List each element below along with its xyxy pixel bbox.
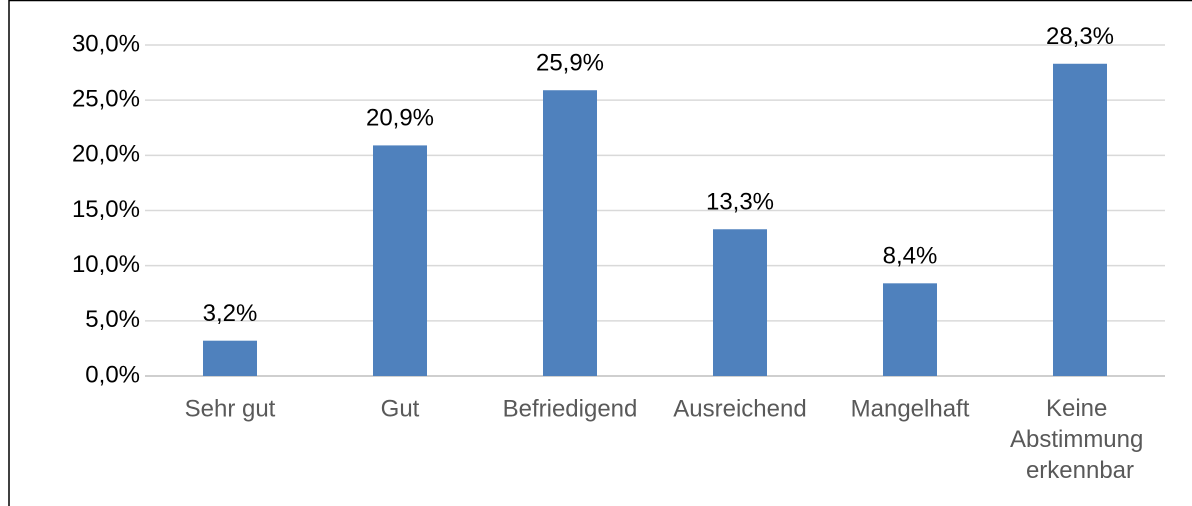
y-tick-label: 15,0% (72, 196, 140, 223)
y-tick-label: 25,0% (72, 86, 140, 113)
bar (203, 340, 257, 376)
data-label: 20,9% (366, 105, 434, 132)
x-tick-label: Gut (381, 395, 420, 422)
data-label: 28,3% (1046, 23, 1114, 50)
x-tick-label: Ausreichend (673, 395, 806, 422)
data-label: 3,2% (203, 300, 258, 327)
data-label: 8,4% (883, 243, 938, 270)
bar (1053, 63, 1107, 377)
y-tick-label: 20,0% (72, 141, 140, 168)
bar (713, 229, 767, 376)
data-label: 13,3% (706, 189, 774, 216)
x-tick-label: Mangelhaft (851, 395, 970, 422)
y-tick-label: 10,0% (72, 251, 140, 278)
y-tick-label: 30,0% (72, 30, 140, 57)
x-tick-label: Befriedigend (503, 395, 638, 422)
bar (373, 145, 427, 376)
y-tick-label: 5,0% (85, 306, 140, 333)
x-tick-label: Sehr gut (185, 395, 276, 422)
chart-border (8, 0, 1192, 506)
bar (543, 90, 597, 376)
data-label: 25,9% (536, 50, 604, 77)
bar (883, 283, 937, 376)
x-tick-label: Keine Abstimmung erkennbar (1010, 395, 1150, 484)
y-tick-label: 0,0% (85, 361, 140, 388)
